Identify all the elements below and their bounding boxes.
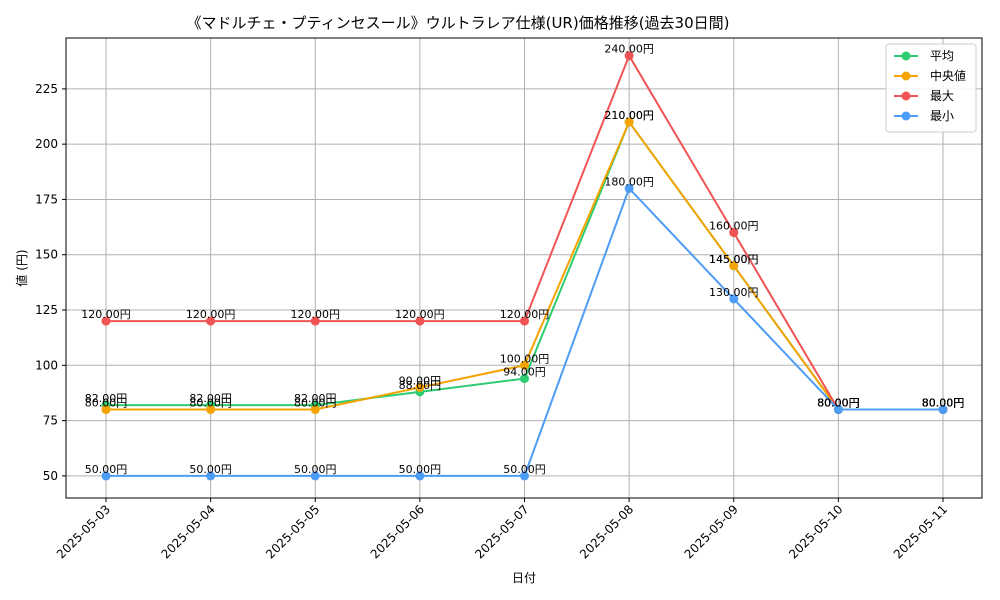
data-point-最大 bbox=[624, 51, 634, 61]
data-point-最小 bbox=[938, 405, 948, 415]
legend-label-最小: 最小 bbox=[930, 109, 954, 123]
data-label-最小: 50.00円 bbox=[85, 463, 128, 476]
data-label-中央値: 80.00円 bbox=[189, 397, 232, 410]
data-label-最大: 120.00円 bbox=[395, 308, 445, 321]
legend-marker-最大 bbox=[901, 91, 911, 101]
x-tick-label: 2025-05-08 bbox=[577, 502, 636, 561]
data-point-最大 bbox=[415, 316, 425, 326]
y-tick-label: 50 bbox=[43, 469, 58, 483]
data-label-最小: 50.00円 bbox=[189, 463, 232, 476]
legend-label-中央値: 中央値 bbox=[930, 68, 966, 83]
data-label-最大: 120.00円 bbox=[186, 308, 236, 321]
y-tick-label: 150 bbox=[35, 248, 58, 262]
y-axis-label: 値 (円) bbox=[14, 249, 29, 286]
data-label-平均: 94.00円 bbox=[503, 366, 546, 379]
data-labels-layer: 82.00円 82.00円 82.00円 88.00円 94.00円 210.00円 145… bbox=[81, 43, 964, 476]
data-point-中央値 bbox=[415, 382, 425, 392]
data-label-平均: 210.00円 bbox=[604, 109, 654, 122]
data-label-中央値: 80.00円 bbox=[85, 397, 128, 410]
legend-label-平均: 平均 bbox=[930, 49, 954, 63]
data-point-最小 bbox=[624, 183, 634, 193]
data-point-最小 bbox=[520, 471, 529, 481]
legend-label-最大: 最大 bbox=[930, 89, 954, 103]
data-point-中央値 bbox=[101, 405, 111, 415]
data-label-中央値: 90.00円 bbox=[399, 374, 442, 387]
data-point-最小 bbox=[833, 405, 843, 415]
legend-box bbox=[885, 43, 977, 133]
x-axis: 2025-05-03 2025-05-04 2025-05-05 2025-05-06… bbox=[54, 498, 950, 561]
chart-title: 《マドルチェ・プティンセスール》ウルトラレア仕様(UR)価格推移(過去30日間) bbox=[187, 14, 730, 32]
data-point-中央値 bbox=[310, 405, 320, 415]
data-point-最大 bbox=[729, 228, 739, 238]
legend-marker-中央値 bbox=[901, 71, 911, 81]
data-label-中央値: 80.00円 bbox=[817, 397, 860, 410]
data-point-最大 bbox=[101, 316, 111, 326]
x-tick-label: 2025-05-04 bbox=[159, 502, 218, 561]
data-label-最小: 180.00円 bbox=[604, 175, 654, 188]
data-label-平均: 145.00円 bbox=[709, 253, 759, 266]
legend-marker-平均 bbox=[901, 51, 911, 61]
data-point-最大 bbox=[310, 316, 320, 326]
data-point-最大 bbox=[520, 316, 529, 326]
data-label-平均: 80.00円 bbox=[817, 397, 860, 410]
x-tick-label: 2025-05-11 bbox=[891, 502, 950, 561]
data-label-最大: 80.00円 bbox=[817, 397, 860, 410]
y-axis: 50 75 100 125 150 175 200 225 bbox=[35, 82, 66, 483]
data-label-最小: 80.00円 bbox=[922, 397, 965, 410]
x-tick-label: 2025-05-03 bbox=[54, 502, 113, 561]
data-point-中央値 bbox=[729, 261, 739, 271]
data-label-最大: 120.00円 bbox=[500, 308, 550, 321]
data-point-最小 bbox=[206, 471, 216, 481]
data-label-中央値: 100.00円 bbox=[500, 352, 550, 365]
data-point-中央値 bbox=[520, 360, 529, 370]
series-layer bbox=[101, 51, 948, 481]
x-axis-label: 日付 bbox=[512, 571, 536, 585]
x-tick-label: 2025-05-09 bbox=[682, 502, 741, 561]
x-tick-label: 2025-05-05 bbox=[263, 502, 322, 561]
data-label-最小: 50.00円 bbox=[399, 463, 442, 476]
y-tick-label: 225 bbox=[35, 82, 58, 96]
data-point-最小 bbox=[729, 294, 739, 304]
data-point-中央値 bbox=[206, 405, 216, 415]
data-point-平均 bbox=[520, 374, 529, 384]
data-point-最小 bbox=[101, 471, 111, 481]
y-tick-label: 100 bbox=[35, 358, 58, 372]
data-point-最小 bbox=[310, 471, 320, 481]
data-label-中央値: 210.00円 bbox=[604, 109, 654, 122]
data-label-平均: 82.00円 bbox=[85, 392, 128, 405]
data-label-最大: 240.00円 bbox=[604, 43, 654, 56]
data-label-最小: 50.00円 bbox=[503, 463, 546, 476]
data-label-最大: 120.00円 bbox=[291, 308, 341, 321]
y-tick-label: 125 bbox=[35, 303, 58, 317]
data-label-最大: 160.00円 bbox=[709, 220, 759, 233]
data-label-最小: 50.00円 bbox=[294, 463, 337, 476]
data-label-平均: 80.00円 bbox=[922, 397, 965, 410]
data-point-中央値 bbox=[624, 117, 634, 127]
data-point-最小 bbox=[415, 471, 425, 481]
data-label-中央値: 80.00円 bbox=[294, 397, 337, 410]
data-point-最大 bbox=[206, 316, 216, 326]
y-tick-label: 175 bbox=[35, 192, 58, 206]
x-tick-label: 2025-05-10 bbox=[786, 502, 845, 561]
y-tick-label: 200 bbox=[35, 137, 58, 151]
data-label-平均: 82.00円 bbox=[189, 392, 232, 405]
data-label-平均: 88.00円 bbox=[399, 379, 442, 392]
x-tick-label: 2025-05-07 bbox=[472, 502, 531, 561]
grid-layer bbox=[66, 38, 982, 498]
legend-marker-最小 bbox=[901, 111, 911, 121]
data-label-最大: 120.00円 bbox=[81, 308, 131, 321]
data-label-最大: 80.00円 bbox=[922, 397, 965, 410]
data-label-中央値: 145.00円 bbox=[709, 253, 759, 266]
data-label-中央値: 80.00円 bbox=[922, 397, 965, 410]
y-tick-label: 75 bbox=[43, 414, 58, 428]
data-label-最小: 130.00円 bbox=[709, 286, 759, 299]
x-tick-label: 2025-05-06 bbox=[368, 502, 427, 561]
data-label-平均: 82.00円 bbox=[294, 392, 337, 405]
data-label-最小: 80.00円 bbox=[817, 397, 860, 410]
